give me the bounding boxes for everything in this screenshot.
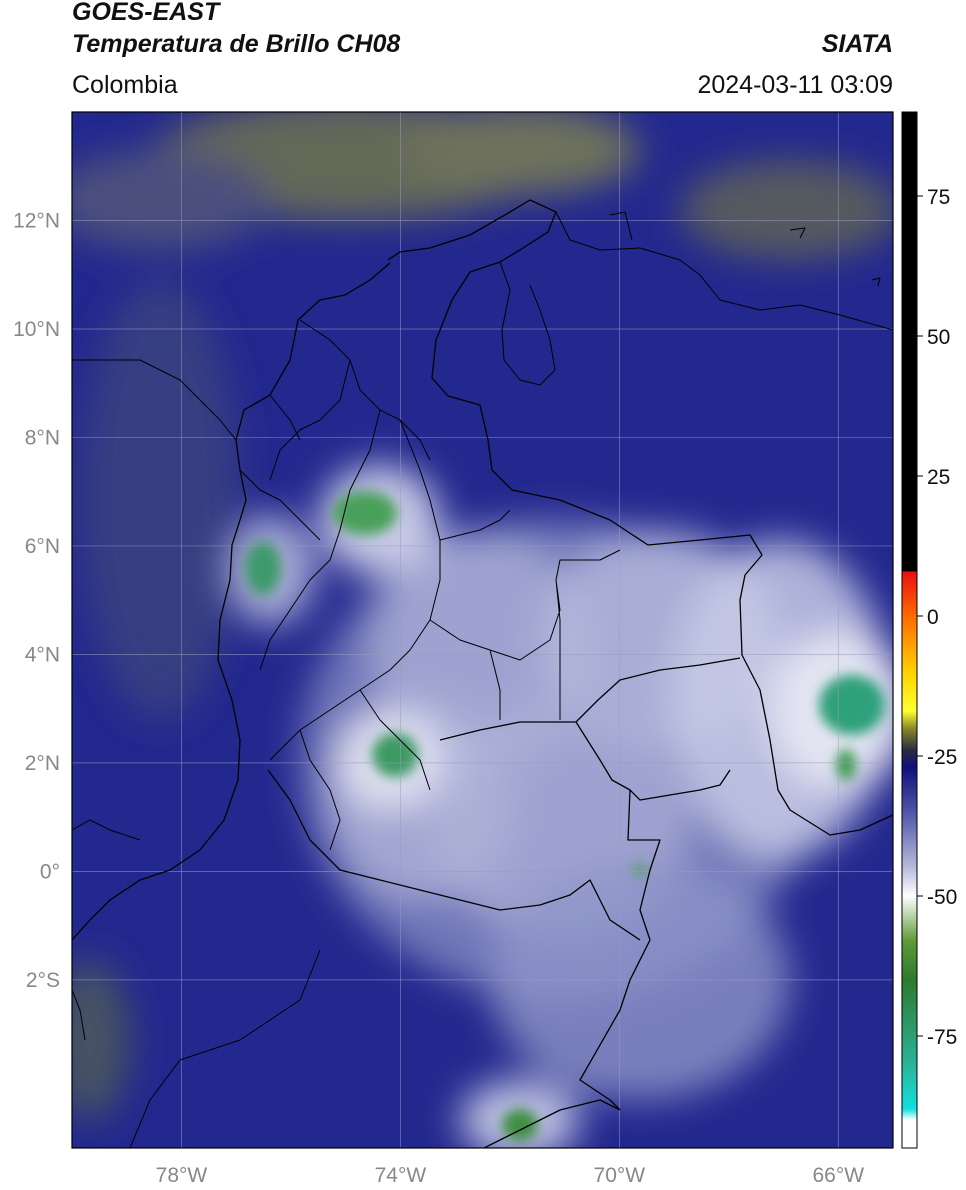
latitude-labels: 12°N 10°N 8°N 6°N 4°N 2°N 0° 2°S: [13, 209, 60, 991]
region-label: Colombia: [72, 71, 178, 99]
lon-tick-label: 78°W: [156, 1164, 208, 1187]
lat-tick-label: 4°N: [25, 643, 60, 666]
lat-tick-label: 2°N: [25, 752, 60, 775]
source-label: SIATA: [821, 30, 893, 58]
lon-tick-label: 70°W: [594, 1164, 646, 1187]
lon-tick-label: 74°W: [375, 1164, 427, 1187]
title-satellite: GOES-EAST: [72, 0, 220, 26]
lat-tick-label: 6°N: [25, 535, 60, 558]
colorbar: 75 50 25 0 -25 -50 -75: [901, 111, 957, 1149]
cold-cloud-shield: [225, 465, 893, 1148]
lat-tick-label: 10°N: [13, 318, 60, 341]
political-boundaries: [72, 199, 893, 1148]
gridlines: [72, 112, 893, 1148]
coastline-west: [72, 359, 321, 1148]
colorbar-tick-label: 25: [927, 466, 950, 489]
lat-tick-label: 2°S: [26, 969, 60, 992]
colorbar-tick-label: 0: [927, 606, 939, 629]
longitude-labels: 78°W 74°W 70°W 66°W: [156, 1164, 865, 1187]
department-boundaries: [239, 261, 621, 851]
datetime-label: 2024-03-11 03:09: [697, 71, 893, 99]
lat-tick-label: 8°N: [25, 426, 60, 449]
convective-cores: [245, 491, 885, 1141]
colorbar-tick-label: -75: [927, 1026, 957, 1049]
lon-tick-label: 66°W: [812, 1164, 864, 1187]
colorbar-tick-label: -25: [927, 746, 957, 769]
lat-tick-label: 0°: [40, 860, 60, 883]
colorbar-bar: [901, 111, 918, 1149]
colombia-border: [72, 199, 893, 1148]
colorbar-tick-label: 50: [927, 326, 950, 349]
colorbar-ticks: 75 50 25 0 -25 -50 -75: [917, 186, 957, 1049]
lat-tick-label: 12°N: [13, 209, 60, 232]
colorbar-tick-label: -50: [927, 886, 957, 909]
colorbar-tick-label: 75: [927, 186, 950, 209]
warm-cloud-free-region: [72, 112, 893, 1120]
map-frame: [71, 111, 894, 1149]
title-product: Temperatura de Brillo CH08: [72, 30, 401, 58]
coastline-north: [555, 211, 893, 331]
map-area: [72, 112, 893, 1148]
